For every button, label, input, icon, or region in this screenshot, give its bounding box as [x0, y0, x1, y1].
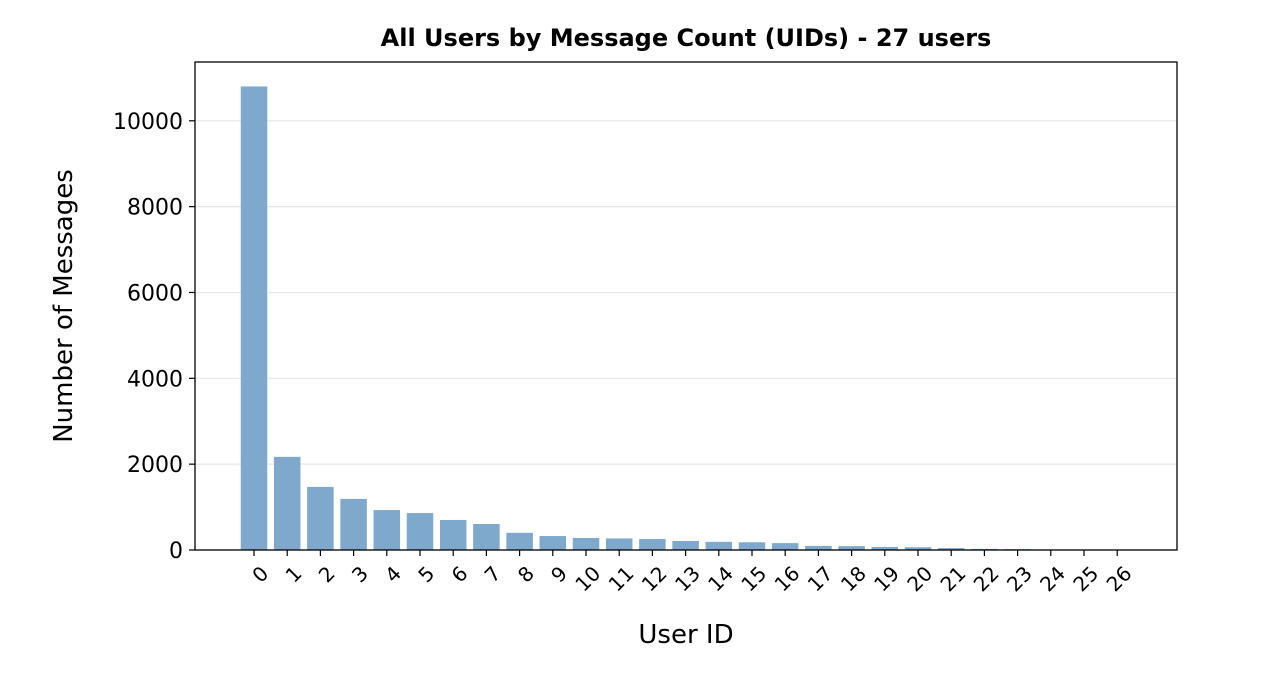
y-axis-label: Number of Messages — [49, 169, 79, 443]
x-tick-label: 13 — [670, 561, 705, 596]
x-tick-label: 1 — [281, 561, 307, 587]
bar — [540, 536, 567, 550]
y-tick-label: 4000 — [127, 367, 183, 392]
x-tick-label: 10 — [570, 561, 605, 596]
x-tick-label: 15 — [736, 561, 771, 596]
chart-title: All Users by Message Count (UIDs) - 27 u… — [381, 24, 992, 52]
bar — [241, 86, 268, 550]
bar — [739, 542, 766, 550]
x-axis-label: User ID — [638, 620, 733, 650]
bar — [639, 539, 666, 550]
y-tick-label: 6000 — [127, 281, 183, 306]
x-tick-label: 14 — [703, 561, 738, 596]
x-tick-label: 5 — [413, 561, 439, 587]
x-tick-label: 4 — [380, 561, 406, 587]
x-tick-label: 12 — [637, 561, 672, 596]
bar — [440, 520, 467, 550]
x-tick-label: 26 — [1102, 561, 1137, 596]
bar — [473, 524, 500, 550]
x-tick-label: 23 — [1002, 561, 1037, 596]
x-tick-label: 25 — [1068, 561, 1103, 596]
x-tick-label: 19 — [869, 561, 904, 596]
bar — [606, 538, 633, 550]
y-tick-label: 10000 — [113, 110, 183, 135]
x-tick-label: 22 — [969, 561, 1004, 596]
x-tick-label: 2 — [314, 561, 340, 587]
x-tick-label: 11 — [604, 561, 639, 596]
x-tick-label: 0 — [247, 561, 273, 587]
bar — [340, 499, 367, 550]
bar — [374, 510, 401, 550]
bar — [307, 487, 334, 550]
x-tick-label: 8 — [513, 561, 539, 587]
y-tick-label: 8000 — [127, 196, 183, 221]
bar — [506, 533, 532, 550]
bar — [772, 543, 799, 550]
bar — [573, 538, 600, 550]
x-tick-label: 20 — [902, 561, 937, 596]
bar — [274, 457, 301, 550]
y-tick-label: 2000 — [127, 453, 183, 478]
bar — [706, 542, 733, 550]
y-tick-label: 0 — [169, 539, 183, 564]
x-tick-label: 6 — [447, 561, 473, 587]
x-tick-label: 7 — [480, 561, 506, 587]
x-tick-label: 24 — [1035, 561, 1070, 596]
bar — [672, 541, 699, 550]
x-tick-label: 3 — [347, 561, 373, 587]
x-tick-label: 9 — [546, 561, 572, 587]
x-tick-label: 18 — [836, 561, 871, 596]
x-tick-label: 17 — [803, 561, 838, 596]
plot-frame — [195, 62, 1177, 550]
x-tick-label: 21 — [936, 561, 971, 596]
x-tick-label: 16 — [770, 561, 805, 596]
bar — [407, 513, 434, 550]
